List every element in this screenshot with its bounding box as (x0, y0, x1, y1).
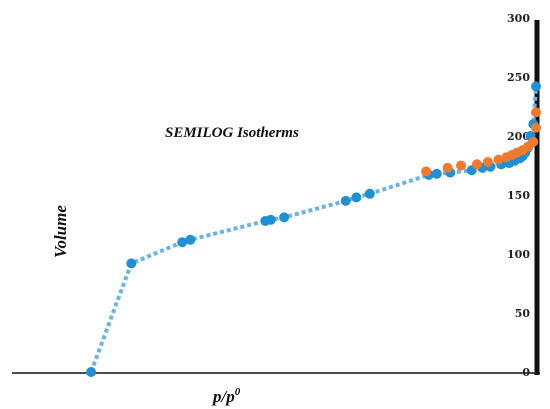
y-tick-label: 50 (515, 307, 531, 320)
x-axis-label-sup: 0 (235, 386, 241, 398)
data-point-blue (531, 81, 541, 92)
data-point-blue (351, 192, 362, 203)
x-axis-label: p/p0 (211, 386, 241, 406)
data-point-blue (86, 367, 97, 377)
y-tick-label: 100 (507, 248, 530, 261)
data-point-blue (185, 234, 196, 245)
y-tick-label: 0 (522, 366, 530, 379)
data-point-blue (126, 258, 137, 269)
data-point-blue (364, 188, 375, 199)
data-point-blue (265, 214, 276, 225)
y-tick-label: 300 (507, 12, 530, 25)
data-point-blue (431, 168, 442, 179)
data-point-blue (279, 212, 290, 223)
data-point-orange (472, 159, 482, 170)
data-point-orange (493, 154, 504, 165)
y-axis-label: Volume (51, 205, 70, 258)
series-lines (89, 86, 538, 373)
y-tick-labels: 0 50 100 150 200 250 300 (507, 12, 530, 379)
data-points (86, 81, 541, 377)
data-point-orange (456, 160, 466, 171)
y-tick-label: 150 (507, 189, 530, 202)
y-tick-label: 200 (507, 130, 530, 143)
data-point-blue (340, 195, 351, 206)
data-point-orange (482, 157, 493, 167)
data-point-orange (421, 166, 432, 177)
chart-title: SEMILOG Isotherms (165, 125, 299, 141)
series-line (89, 86, 538, 373)
data-point-blue (177, 237, 188, 248)
x-axis-label-main: p/p (211, 387, 235, 406)
data-point-orange (528, 136, 539, 147)
data-point-orange (442, 162, 453, 173)
y-tick-label: 250 (507, 71, 530, 84)
data-point-orange (531, 107, 541, 118)
data-point-orange (531, 122, 541, 133)
